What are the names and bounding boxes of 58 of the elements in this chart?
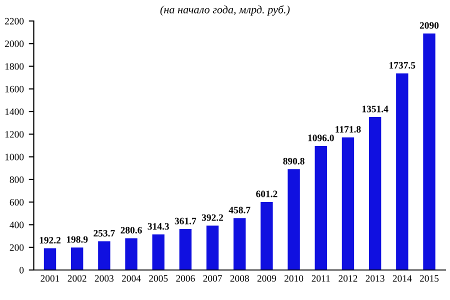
y-tick-label: 1800: [5, 63, 24, 70]
y-tick-label: 800: [10, 176, 24, 183]
bar: [152, 234, 164, 270]
bar: [260, 202, 273, 270]
y-tick-label: 1000: [5, 154, 24, 160]
data-label: 280.6: [120, 226, 142, 234]
data-label: 1171.8: [336, 126, 361, 133]
bar: [70, 247, 84, 270]
x-tick-label: 2006: [176, 275, 195, 282]
bar: [368, 117, 382, 270]
data-label: 1351.4: [362, 106, 388, 112]
x-tick-label: 2004: [122, 275, 141, 282]
x-tick-label: 2013: [366, 275, 384, 282]
x-tick-label: 2003: [94, 275, 114, 282]
bar: [98, 241, 110, 270]
x-tick-label: 2012: [338, 275, 358, 282]
bar: [234, 218, 246, 270]
x-tick-label: 2005: [149, 275, 168, 282]
y-tick-label: 2000: [5, 40, 24, 48]
y-tick-label: 0: [20, 266, 24, 274]
data-label: 2090: [420, 22, 439, 29]
x-tick-label: 2002: [68, 275, 86, 282]
chart-subtitle: (на начало года, млрд. руб.): [160, 5, 290, 16]
bar: [423, 33, 436, 270]
data-label: 253.7: [94, 230, 115, 237]
x-tick-label: 2010: [284, 275, 304, 282]
data-label: 361.7: [174, 218, 196, 224]
y-tick-label: 1600: [5, 86, 24, 92]
data-label: 458.7: [228, 206, 250, 214]
data-label: 1737.5: [390, 62, 416, 69]
bar: [179, 229, 192, 270]
x-tick-label: 2007: [203, 275, 222, 282]
y-tick-label: 1400: [5, 108, 24, 116]
data-label: 198.9: [66, 236, 88, 243]
data-label: 601.2: [256, 190, 278, 198]
bar: [342, 137, 354, 270]
y-tick-label: 200: [10, 244, 24, 251]
y-tick-label: 1200: [5, 131, 24, 138]
bar: [396, 73, 408, 270]
data-label: 890.8: [283, 158, 304, 164]
data-label: 1096.0: [308, 134, 334, 142]
bar: [125, 238, 138, 270]
data-label: 314.3: [148, 223, 169, 230]
x-tick-label: 2015: [420, 275, 439, 282]
x-tick-label: 2009: [257, 275, 276, 282]
x-tick-label: 2014: [392, 275, 412, 282]
data-label: 392.2: [202, 214, 224, 221]
y-tick-label: 2200: [5, 18, 24, 24]
x-tick-label: 2001: [40, 275, 60, 282]
x-tick-label: 2008: [230, 275, 249, 282]
bar: [314, 146, 327, 270]
data-label: 192.2: [40, 236, 61, 244]
x-tick-label: 2011: [312, 275, 330, 282]
bar: [288, 169, 300, 270]
bar: [44, 248, 56, 270]
bar: [206, 226, 219, 270]
y-tick-label: 400: [10, 222, 24, 228]
y-tick-label: 600: [10, 199, 24, 206]
